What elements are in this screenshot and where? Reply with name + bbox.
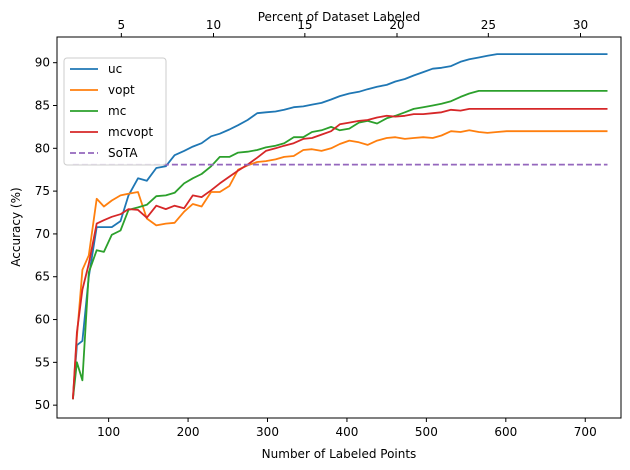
series-lines xyxy=(72,53,608,400)
legend-label-mcvopt: mcvopt xyxy=(108,125,153,139)
y-tick-label: 55 xyxy=(35,355,50,369)
y-tick-label: 60 xyxy=(35,313,50,327)
top-tick-label: 15 xyxy=(297,18,312,32)
y-tick-label: 70 xyxy=(35,227,50,241)
x-tick-label: 700 xyxy=(574,425,597,439)
plot-area: 100 200 300 400 500 600 700 50 55 60 65 70 75 80 85 90… xyxy=(35,18,622,439)
x-axis-top: 5 10 15 20 25 30 xyxy=(118,18,588,37)
x-axis-label: Number of Labeled Points xyxy=(262,447,417,461)
legend-label-uc: uc xyxy=(108,62,122,76)
x-tick-label: 400 xyxy=(335,425,358,439)
top-tick-label: 5 xyxy=(118,18,126,32)
y-tick-label: 50 xyxy=(35,398,50,412)
x-tick-label: 300 xyxy=(256,425,279,439)
y-tick-label: 85 xyxy=(35,98,50,112)
y-axis: 50 55 60 65 70 75 80 85 90 xyxy=(35,56,57,412)
top-axis-label: Percent of Dataset Labeled xyxy=(258,10,421,24)
y-tick-label: 75 xyxy=(35,184,50,198)
y-axis-label: Accuracy (%) xyxy=(9,187,23,266)
legend-box xyxy=(63,57,167,166)
x-tick-label: 100 xyxy=(97,425,120,439)
legend-label-vopt: vopt xyxy=(108,83,135,97)
x-tick-label: 500 xyxy=(415,425,438,439)
y-tick-label: 80 xyxy=(35,141,50,155)
x-axis-bottom: 100 200 300 400 500 600 700 xyxy=(97,418,597,439)
legend-label-mc: mc xyxy=(108,104,126,118)
series-line-mcvopt xyxy=(72,108,608,400)
y-tick-label: 90 xyxy=(35,56,50,70)
series-line-mc xyxy=(72,90,608,400)
legend-label-sota: SoTA xyxy=(108,146,138,160)
series-line-vopt xyxy=(72,129,608,400)
top-tick-label: 30 xyxy=(573,18,588,32)
y-tick-label: 65 xyxy=(35,270,50,284)
top-tick-label: 25 xyxy=(481,18,496,32)
legend: uc vopt mc mcvopt SoTA xyxy=(63,57,167,166)
top-tick-label: 20 xyxy=(389,18,404,32)
series-line-uc xyxy=(72,53,608,400)
plot-frame xyxy=(56,36,622,419)
x-tick-label: 600 xyxy=(494,425,517,439)
top-tick-label: 10 xyxy=(206,18,221,32)
x-tick-label: 200 xyxy=(177,425,200,439)
